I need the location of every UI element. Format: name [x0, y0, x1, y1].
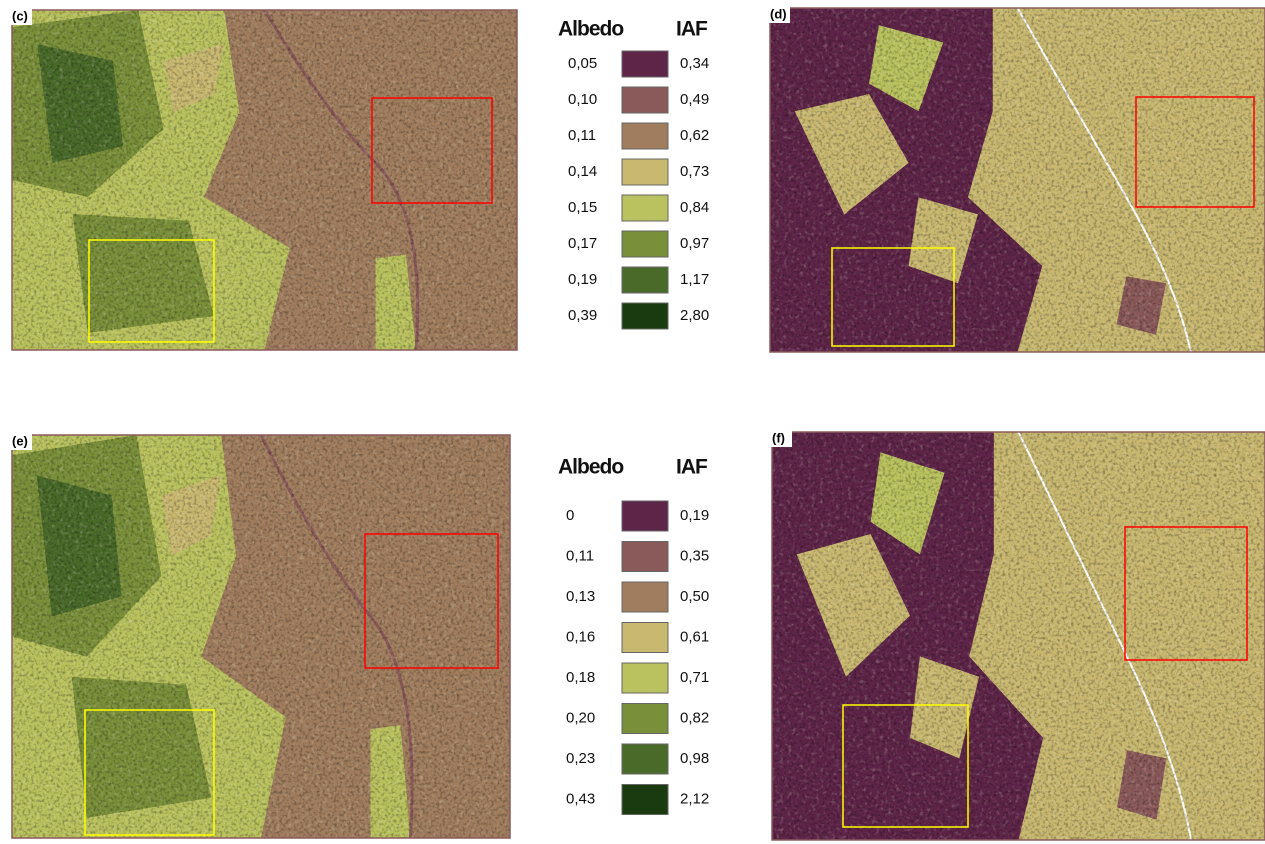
albedo-value: 0 [566, 507, 574, 524]
map-panel: (c) [10, 8, 517, 350]
iaf-value: 0,82 [680, 709, 709, 726]
legend-swatch [622, 51, 668, 77]
legend-swatch [622, 159, 668, 185]
legend-swatch [622, 623, 668, 653]
iaf-value: 0,62 [680, 127, 709, 144]
panel-label: (c) [12, 8, 28, 23]
albedo-value: 0,23 [566, 750, 595, 767]
albedo-value: 0,19 [568, 271, 597, 288]
albedo-value: 0,11 [568, 127, 596, 144]
albedo-value: 0,16 [566, 628, 595, 645]
iaf-value: 0,73 [680, 163, 709, 180]
legend-swatch [622, 582, 668, 612]
texture [770, 8, 1265, 352]
texture [772, 432, 1265, 840]
panel-label: (d) [770, 6, 787, 21]
panel-label: (e) [12, 433, 28, 448]
legend-swatch [622, 663, 668, 693]
map-image [12, 435, 510, 838]
albedo-value: 0,10 [568, 91, 597, 108]
legend-swatch [622, 542, 668, 572]
iaf-value: 0,34 [680, 55, 709, 72]
iaf-value: 0,19 [680, 507, 709, 524]
legend-swatch [622, 195, 668, 221]
page: (c) (d) (e) (f) Albedo IAF 0,05 0,34 0,10 0,49 0,1… [0, 0, 1265, 844]
albedo-value: 0,11 [566, 547, 594, 564]
legend-swatch [622, 704, 668, 734]
legend-swatch [622, 501, 668, 531]
iaf-value: 0,98 [680, 750, 709, 767]
legend-swatch [622, 267, 668, 293]
iaf-value: 0,97 [680, 235, 709, 252]
iaf-value: 0,49 [680, 91, 709, 108]
map-panel: (d) [768, 6, 1265, 352]
legend-swatch [622, 785, 668, 815]
map-panel: (e) [10, 433, 510, 838]
iaf-value: 0,35 [680, 547, 709, 564]
legend-swatch [622, 744, 668, 774]
texture [12, 10, 517, 350]
legend-title: IAF [676, 18, 708, 41]
legend-swatch [622, 123, 668, 149]
legend-title: Albedo [558, 456, 623, 479]
iaf-value: 0,50 [680, 588, 709, 605]
iaf-value: 1,17 [680, 271, 709, 288]
map-image [772, 432, 1265, 840]
albedo-value: 0,14 [568, 163, 597, 180]
albedo-value: 0,18 [566, 669, 595, 686]
legend-swatch [622, 303, 668, 329]
legend-swatch [622, 231, 668, 257]
albedo-value: 0,39 [568, 307, 597, 324]
panel-label: (f) [772, 430, 785, 445]
iaf-value: 0,71 [680, 669, 709, 686]
map-panel: (f) [770, 430, 1265, 840]
albedo-value: 0,43 [566, 790, 595, 807]
map-image [12, 10, 517, 350]
figure: (c) (d) (e) (f) Albedo IAF 0,05 0,34 0,10 0,49 0,1… [0, 0, 1265, 844]
legend-swatch [622, 87, 668, 113]
iaf-value: 0,84 [680, 199, 709, 216]
texture [12, 435, 510, 838]
legend-title: Albedo [558, 18, 623, 41]
albedo-value: 0,20 [566, 709, 595, 726]
map-image [770, 8, 1265, 352]
albedo-value: 0,17 [568, 235, 597, 252]
iaf-value: 2,80 [680, 307, 709, 324]
albedo-value: 0,05 [568, 55, 597, 72]
legend: Albedo IAF 0,05 0,34 0,10 0,49 0,11 0,62 0,14 0,7… [558, 18, 709, 329]
albedo-value: 0,13 [566, 588, 595, 605]
albedo-value: 0,15 [568, 199, 597, 216]
iaf-value: 2,12 [680, 790, 709, 807]
iaf-value: 0,61 [680, 628, 709, 645]
legend: Albedo IAF 0 0,19 0,11 0,35 0,13 0,50 0,16 0,61 0,… [558, 456, 709, 815]
legend-title: IAF [676, 456, 708, 479]
